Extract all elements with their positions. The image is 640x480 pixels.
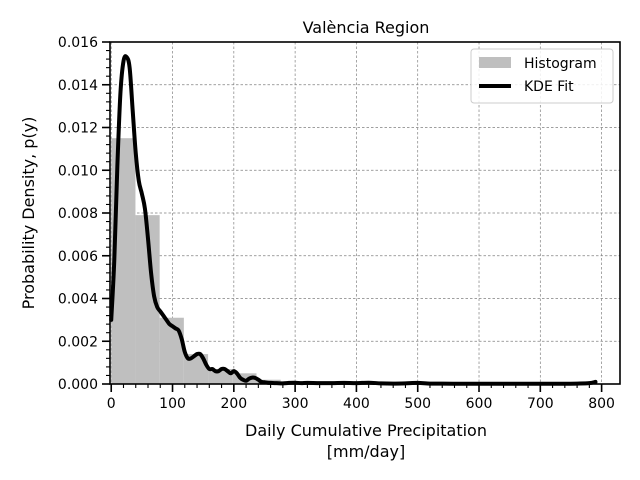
x-axis-label-line2: [mm/day] <box>327 442 405 461</box>
y-tick-label: 0.006 <box>58 249 98 265</box>
x-tick-label: 500 <box>404 396 431 412</box>
chart-title: València Region <box>303 18 430 37</box>
y-tick-label: 0.000 <box>58 377 98 393</box>
x-tick-label: 0 <box>107 396 116 412</box>
x-tick-label: 400 <box>343 396 370 412</box>
y-tick-label: 0.002 <box>58 334 98 350</box>
y-tick-label: 0.010 <box>58 163 98 179</box>
legend-swatch-histogram <box>479 57 511 68</box>
legend-label-histogram: Histogram <box>524 56 597 72</box>
histogram-bar <box>208 369 233 384</box>
y-tick-label: 0.012 <box>58 121 98 137</box>
x-axis-label-line1: Daily Cumulative Precipitation <box>245 421 487 440</box>
x-tick-label: 700 <box>527 396 554 412</box>
y-tick-label: 0.004 <box>58 292 98 308</box>
x-tick-label: 600 <box>466 396 493 412</box>
x-tick-label: 800 <box>588 396 615 412</box>
x-tick-label: 100 <box>159 396 186 412</box>
y-tick-label: 0.008 <box>58 206 98 222</box>
y-tick-label: 0.016 <box>58 35 98 51</box>
x-tick-label: 200 <box>220 396 247 412</box>
x-tick-label: 300 <box>282 396 309 412</box>
y-axis-label: Probability Density, p(y) <box>19 117 38 310</box>
legend: Histogram KDE Fit <box>470 48 614 104</box>
y-axis: 0.000 0.002 0.004 0.006 0.008 0.010 0.012 0.014… <box>58 35 110 393</box>
kde-line <box>109 54 598 386</box>
legend-label-kde: KDE Fit <box>524 79 574 95</box>
kde-line-group <box>109 54 598 386</box>
x-axis: 0 100 200 300 400 500 600 700 800 <box>107 384 615 412</box>
y-tick-label: 0.014 <box>58 78 98 94</box>
